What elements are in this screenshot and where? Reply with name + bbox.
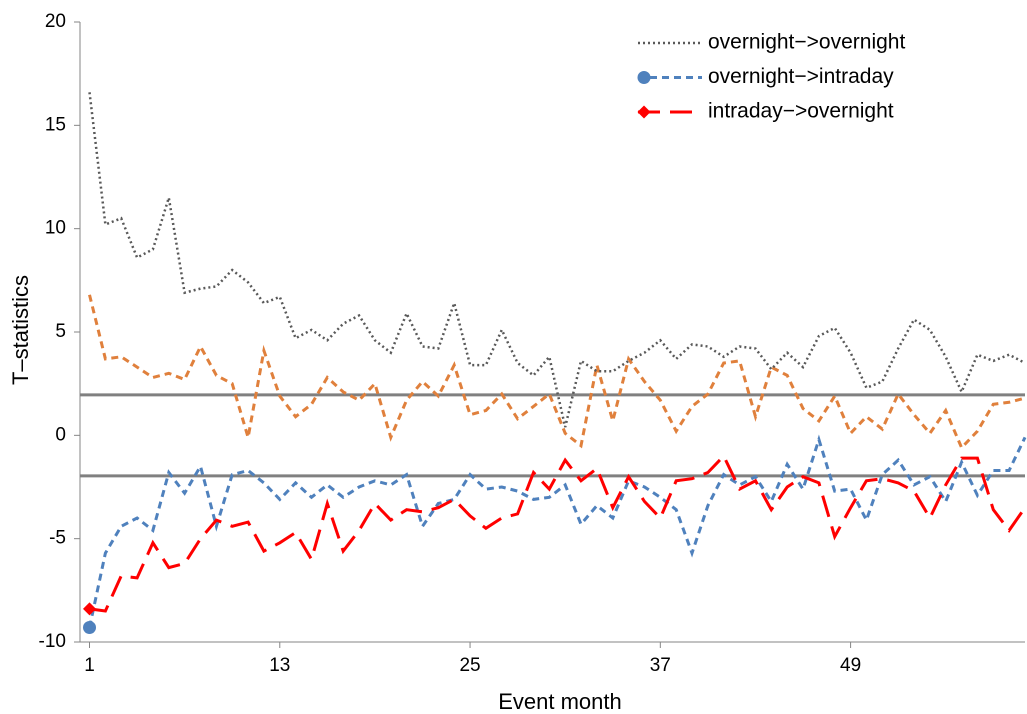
series-line: [88, 92, 1026, 428]
marker: [83, 602, 97, 616]
x-tick-label: 37: [650, 655, 671, 676]
y-tick-label: 5: [55, 321, 66, 342]
legend-label: overnight−>overnight: [708, 31, 905, 54]
marker: [83, 621, 97, 635]
x-axis-label: Event month: [498, 689, 622, 714]
series-line: [88, 434, 1027, 628]
y-tick-label: -10: [39, 631, 66, 652]
y-tick-label: 0: [55, 424, 66, 445]
y-tick-label: -5: [49, 528, 66, 549]
x-tick-label: 1: [84, 655, 95, 676]
y-tick-label: 15: [45, 114, 66, 135]
x-tick-label: 49: [840, 655, 861, 676]
series-line: [89, 453, 1027, 613]
legend-label: overnight−>intraday: [708, 65, 894, 88]
y-axis-label: T–statistics: [8, 275, 33, 385]
x-tick-label: 25: [459, 655, 480, 676]
marker: [637, 71, 651, 84]
marker: [637, 105, 651, 119]
legend-label: intraday−>overnight: [708, 100, 894, 123]
y-tick-label: 20: [45, 11, 66, 32]
x-tick-label: 13: [269, 655, 290, 676]
y-tick-label: 10: [45, 218, 66, 239]
series-line: [88, 294, 1026, 451]
